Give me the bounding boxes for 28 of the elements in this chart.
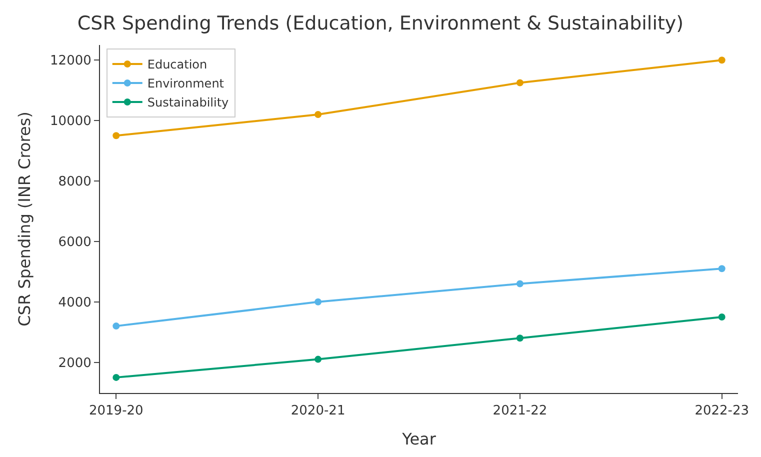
x-tick-label: 2022-23 xyxy=(694,404,750,419)
point xyxy=(718,56,726,64)
chart-title: CSR Spending Trends (Education, Environment & Sustainability) xyxy=(77,12,684,34)
point xyxy=(516,79,524,86)
point xyxy=(112,374,120,381)
legend-label: Education xyxy=(147,58,208,72)
point xyxy=(314,111,322,118)
legend-label: Sustainability xyxy=(147,96,229,110)
x-axis-title: Year xyxy=(401,429,436,448)
x-tick-label: 2020-21 xyxy=(290,404,346,419)
point xyxy=(112,132,120,140)
x-tick-label: 2021-22 xyxy=(492,404,548,419)
y-tick-label: 10000 xyxy=(50,114,92,130)
point xyxy=(314,356,322,363)
y-axis-title: CSR Spending (INR Crores) xyxy=(14,112,34,326)
y-tick-label: 12000 xyxy=(50,54,92,69)
point xyxy=(718,313,726,320)
point xyxy=(516,280,524,288)
point xyxy=(112,322,120,330)
point xyxy=(314,298,322,306)
y-tick-label: 4000 xyxy=(58,295,92,310)
point xyxy=(516,334,524,342)
y-tick-label: 8000 xyxy=(58,174,92,190)
x-tick-label: 2019-20 xyxy=(88,404,144,419)
y-tick-label: 6000 xyxy=(58,234,92,250)
legend-label: Environment xyxy=(147,76,224,91)
y-tick-label: 2000 xyxy=(58,356,92,371)
point xyxy=(718,265,726,272)
